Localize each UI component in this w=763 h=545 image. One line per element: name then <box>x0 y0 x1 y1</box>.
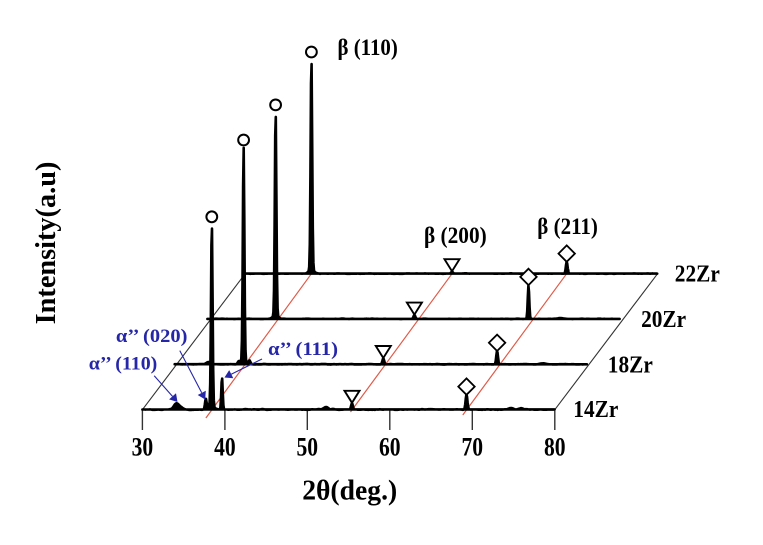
svg-text:18Zr: 18Zr <box>608 352 653 378</box>
svg-text:60: 60 <box>379 432 401 462</box>
svg-text:70: 70 <box>462 432 484 462</box>
svg-text:22Zr: 22Zr <box>675 261 720 287</box>
svg-text:80: 80 <box>544 432 566 462</box>
svg-text:α’’ (020): α’’ (020) <box>116 326 187 347</box>
svg-text:30: 30 <box>132 432 154 462</box>
svg-text:β (110): β (110) <box>338 35 398 60</box>
svg-text:Intensity(a.u): Intensity(a.u) <box>31 162 62 325</box>
svg-text:14Zr: 14Zr <box>573 397 618 423</box>
svg-text:β (200): β (200) <box>424 223 487 248</box>
svg-text:β (211): β (211) <box>537 214 598 239</box>
svg-text:40: 40 <box>214 432 236 462</box>
svg-text:α’’ (110): α’’ (110) <box>89 354 158 375</box>
svg-text:50: 50 <box>297 432 319 462</box>
svg-text:20Zr: 20Zr <box>641 307 686 333</box>
svg-text:2θ(deg.): 2θ(deg.) <box>302 476 397 507</box>
svg-text:α’’ (111): α’’ (111) <box>268 339 338 360</box>
